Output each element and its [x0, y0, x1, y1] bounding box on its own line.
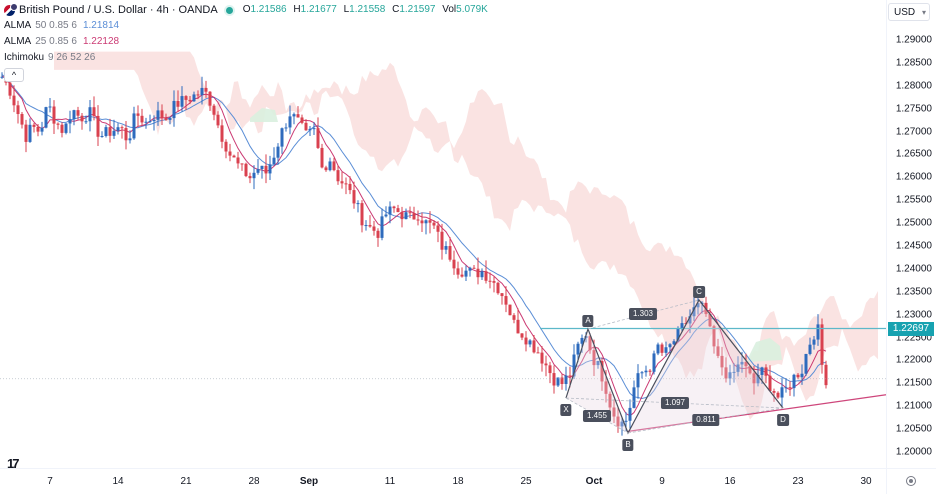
price-axis-label: 1.26500 — [895, 148, 932, 160]
price-axis-label: 1.27000 — [895, 126, 932, 138]
price-axis-label: 1.26000 — [895, 171, 932, 183]
time-axis-label: 16 — [724, 476, 736, 487]
close-value: 1.21597 — [399, 4, 436, 15]
time-axis-label: 28 — [248, 476, 260, 487]
pattern-point-b: B — [622, 439, 634, 451]
pattern-point-a: A — [582, 315, 594, 327]
auto-scale-settings-icon[interactable] — [906, 476, 916, 486]
chevron-up-icon: ^ — [11, 70, 17, 80]
chevron-down-icon: ▾ — [921, 7, 926, 17]
pattern-ratio-label: 0.811 — [692, 414, 720, 426]
gbp-usd-flag-icon — [4, 2, 18, 16]
ichimoku-cloud — [54, 51, 878, 420]
time-axis-separator — [0, 468, 936, 469]
time-axis-label: 30 — [860, 476, 872, 487]
market-open-status-icon — [225, 6, 233, 14]
symbol-row[interactable]: British Pound / U.S. Dollar · 4h · OANDA… — [4, 2, 488, 17]
time-axis-label: 7 — [47, 476, 53, 487]
price-axis-label: 1.20500 — [895, 423, 932, 435]
pattern-point-x: X — [560, 404, 572, 416]
price-axis-label: 1.23500 — [895, 286, 932, 298]
current-price-tag: 1.22697 — [888, 321, 934, 336]
indicator-alma-25[interactable]: ALMA 25 0.85 6 1.22128 — [4, 36, 120, 47]
chart-legend: British Pound / U.S. Dollar · 4h · OANDA… — [4, 2, 488, 82]
pattern-ratio-label: 1.455 — [582, 410, 612, 422]
time-axis-label: 9 — [659, 476, 665, 487]
price-axis-label: 1.28500 — [895, 57, 932, 69]
price-axis-label: 1.24000 — [895, 263, 932, 275]
pattern-point-c: C — [693, 286, 705, 298]
low-value: 1.21558 — [349, 4, 386, 15]
pattern-ratio-label: 1.303 — [628, 308, 658, 320]
time-axis-label: Oct — [585, 476, 603, 487]
price-axis-label: 1.24500 — [895, 240, 932, 252]
open-value: 1.21586 — [250, 4, 287, 15]
tradingview-logo-icon[interactable]: 17 — [7, 456, 20, 471]
time-axis-label: Sep — [299, 476, 319, 487]
price-axis-label: 1.28000 — [895, 80, 932, 92]
price-axis-label: 1.22000 — [895, 354, 932, 366]
indicator-ichimoku[interactable]: Ichimoku 9 26 52 26 — [4, 52, 96, 63]
price-axis-label: 1.20000 — [895, 446, 932, 458]
time-axis-label: 11 — [384, 476, 396, 487]
indicator-alma-50[interactable]: ALMA 50 0.85 6 1.21814 — [4, 20, 120, 31]
price-axis-label: 1.23000 — [895, 309, 932, 321]
time-axis-label: 14 — [112, 476, 124, 487]
price-axis-label: 1.21000 — [895, 400, 932, 412]
price-axis-label: 1.21500 — [895, 377, 932, 389]
symbol-title[interactable]: British Pound / U.S. Dollar · 4h · OANDA — [4, 2, 218, 17]
time-axis-label: 23 — [792, 476, 804, 487]
pattern-ratio-label: 1.097 — [660, 397, 690, 409]
volume-value: 5.079K — [456, 4, 488, 15]
time-axis-label: 25 — [520, 476, 532, 487]
price-axis-label: 1.25500 — [895, 194, 932, 206]
price-axis-label: 1.25000 — [895, 217, 932, 229]
price-axis-label: 1.27500 — [895, 103, 932, 115]
high-value: 1.21677 — [300, 4, 337, 15]
price-axis-label: 1.29000 — [895, 34, 932, 46]
time-axis-label: 18 — [452, 476, 464, 487]
time-axis-label: 21 — [180, 476, 192, 487]
ohlc-values: O1.21586 H1.21677 L1.21558 C1.21597 Vol5… — [242, 4, 488, 15]
collapse-legend-button[interactable]: ^ — [4, 68, 24, 82]
support-trendline[interactable] — [627, 394, 887, 432]
price-axis-label: 1.22500 — [895, 332, 932, 344]
price-axis-separator — [886, 0, 887, 494]
pattern-point-d: D — [777, 414, 789, 426]
currency-select[interactable]: USD ▾ — [888, 3, 930, 21]
